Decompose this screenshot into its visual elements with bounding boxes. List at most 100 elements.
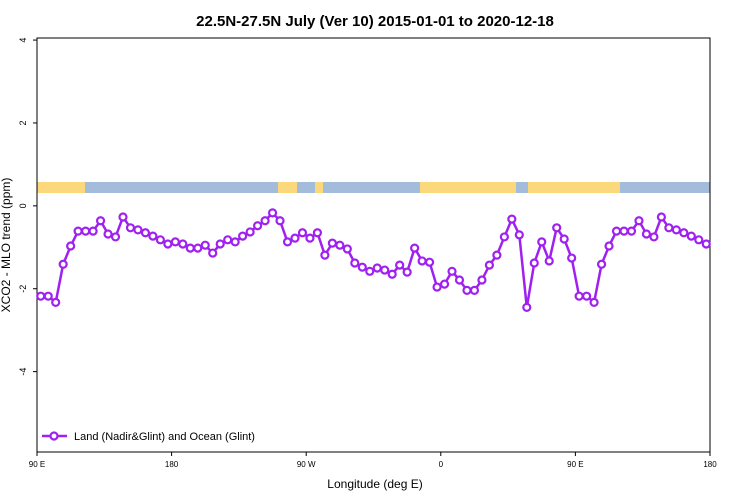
y-tick-label: 2 (18, 120, 28, 125)
x-axis-label: Longitude (deg E) (327, 477, 422, 491)
data-point (185, 243, 195, 253)
data-point (200, 240, 210, 250)
data-point (679, 228, 689, 238)
data-point (73, 226, 83, 236)
data-point (701, 239, 711, 249)
data-point (454, 275, 465, 285)
y-tick-label: 4 (18, 38, 28, 43)
data-point (439, 279, 450, 289)
data-point (148, 231, 158, 241)
data-point (559, 234, 569, 244)
data-point (671, 225, 681, 235)
data-point (380, 265, 390, 275)
data-point (417, 256, 427, 266)
data-point (507, 214, 517, 224)
data-point (424, 257, 435, 267)
data-point (604, 241, 614, 251)
data-point (514, 230, 524, 240)
data-point (596, 259, 607, 269)
land-band (315, 182, 323, 193)
data-point (103, 229, 113, 239)
data-point (365, 266, 375, 276)
data-point (282, 237, 293, 247)
data-point (499, 232, 509, 242)
data-point (245, 227, 255, 237)
data-point (58, 259, 68, 269)
data-point (297, 228, 308, 238)
data-point (267, 208, 278, 218)
data-point (260, 216, 270, 226)
legend-label: Land (Nadir&Glint) and Ocean (Glint) (74, 431, 255, 443)
data-point (88, 226, 98, 236)
data-point (372, 263, 382, 273)
data-point (567, 253, 577, 263)
land-band (420, 182, 516, 193)
data-point (81, 226, 91, 236)
data-point (387, 269, 397, 279)
data-point (110, 232, 121, 242)
data-point (462, 285, 472, 295)
land-band (528, 182, 620, 193)
data-point (686, 231, 696, 241)
data-point (223, 235, 233, 245)
data-point (626, 226, 637, 236)
data-point (51, 297, 61, 307)
data-point (447, 266, 457, 276)
data-point (537, 237, 547, 247)
data-point (522, 302, 532, 312)
data-point (484, 260, 495, 270)
data-point (133, 225, 143, 235)
data-point (170, 237, 180, 247)
data-point (327, 238, 337, 248)
data-point (208, 248, 218, 258)
data-point (43, 291, 53, 301)
data-point (118, 212, 128, 222)
data-point (529, 258, 539, 268)
data-point (574, 291, 584, 301)
data-point (275, 216, 285, 226)
data-point (649, 232, 659, 242)
data-point (582, 291, 592, 301)
data-point (395, 260, 405, 270)
data-point (335, 240, 345, 250)
data-point (305, 233, 315, 243)
data-point (230, 237, 240, 247)
x-tick-label: 180 (165, 460, 179, 469)
data-point (656, 212, 666, 222)
data-point (36, 291, 46, 301)
y-axis-label: XCO2 - MLO trend (ppm) (0, 178, 13, 313)
data-point (641, 229, 652, 239)
y-tick-label: -4 (18, 368, 28, 376)
data-point (155, 235, 165, 245)
y-tick-label: -2 (18, 285, 28, 293)
data-point (290, 233, 300, 243)
data-point (125, 223, 136, 233)
data-point (342, 244, 352, 254)
data-point (664, 223, 674, 233)
ocean-band (37, 182, 710, 193)
data-point (402, 267, 412, 277)
data-point (611, 226, 622, 236)
data-point (634, 216, 644, 226)
data-point (312, 228, 323, 238)
surface-band (37, 182, 710, 193)
x-tick-label: 180 (703, 460, 717, 469)
y-tick-label: 0 (18, 203, 28, 208)
x-tick-label: 90 E (29, 460, 45, 469)
data-point (140, 228, 151, 238)
data-point (193, 243, 203, 253)
land-band (37, 182, 85, 193)
data-point (178, 239, 188, 249)
x-tick-label: 90 W (297, 460, 316, 469)
x-tick-label: 0 (439, 460, 444, 469)
data-point (163, 239, 173, 249)
data-point (552, 223, 562, 233)
data-point (477, 275, 487, 285)
data-point (694, 235, 704, 245)
data-point (492, 250, 502, 260)
data-point (544, 256, 554, 266)
data-point (320, 250, 330, 260)
data-point (215, 239, 225, 249)
data-point (252, 221, 263, 231)
